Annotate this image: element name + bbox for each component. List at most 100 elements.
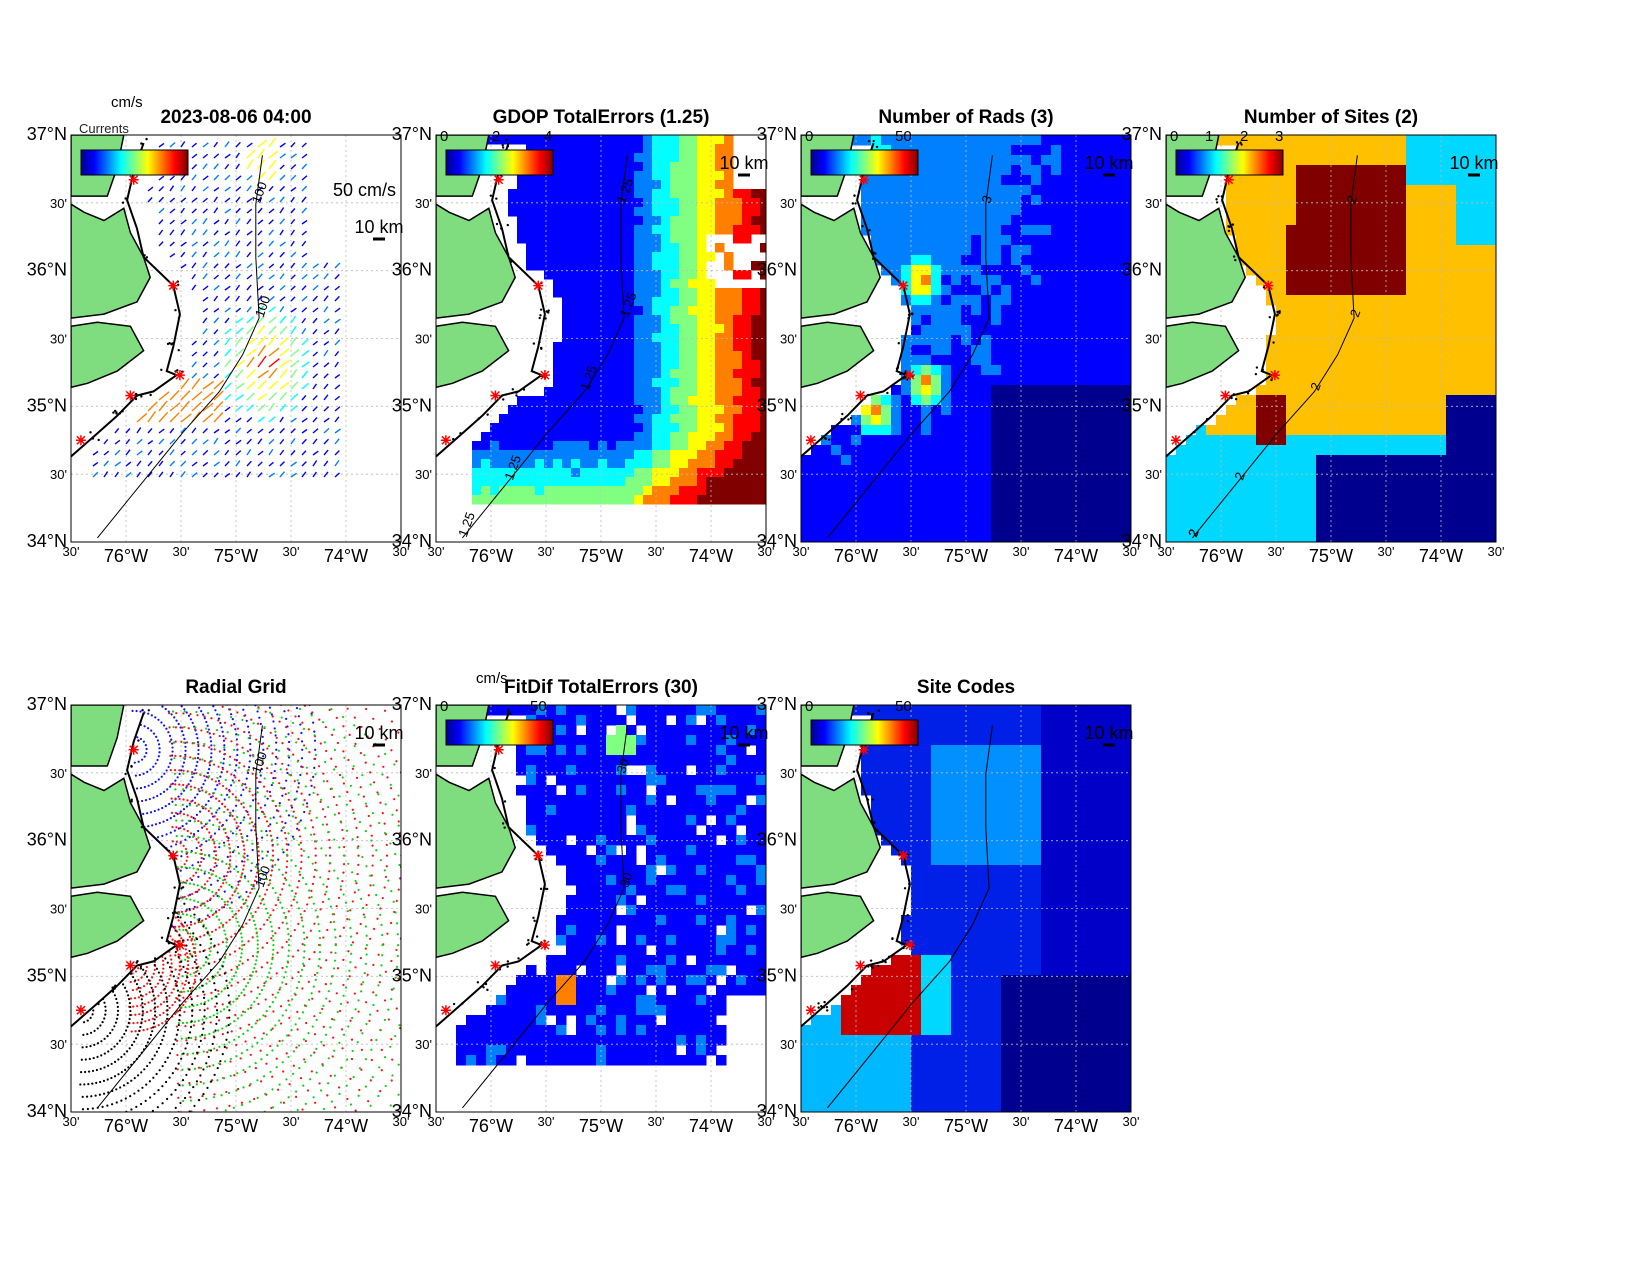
data-cell: [1406, 475, 1417, 486]
data-cell: [1426, 155, 1437, 166]
data-cell: [1081, 435, 1092, 446]
data-cell: [562, 405, 572, 415]
radial-grid-point: [220, 726, 223, 729]
data-cell: [1486, 295, 1496, 306]
axes-frame: [435, 134, 767, 543]
data-cell: [1316, 335, 1327, 346]
radial-grid-point: [182, 844, 185, 847]
data-cell: [661, 459, 671, 469]
radial-grid-point: [167, 624, 169, 626]
radial-grid-point: [196, 760, 199, 764]
data-cell: [1196, 525, 1207, 536]
data-cell: [1266, 225, 1277, 236]
data-cell: [1486, 455, 1496, 466]
data-cell: [499, 450, 509, 460]
data-cell: [1336, 505, 1347, 516]
data-cell: [679, 414, 689, 424]
data-cell: [911, 485, 922, 496]
radial-grid-point: [186, 589, 188, 591]
data-cell: [1256, 425, 1267, 436]
data-cell: [1001, 435, 1012, 446]
data-cell: [971, 145, 982, 156]
data-cell: [553, 207, 563, 217]
data-cell: [1011, 245, 1022, 256]
data-cell: [971, 325, 982, 336]
data-cell: [1051, 335, 1062, 346]
data-cell: [760, 495, 766, 505]
data-cell: [562, 144, 572, 154]
island-dot: [139, 967, 143, 970]
radial-grid-point: [134, 658, 136, 660]
current-vector: [334, 361, 339, 368]
data-cell: [1286, 535, 1297, 542]
data-cell: [589, 459, 599, 469]
data-cell: [951, 175, 962, 186]
data-cell: [1396, 465, 1407, 476]
current-vector: [323, 341, 330, 346]
data-cell: [1091, 435, 1102, 446]
data-cell: [1336, 295, 1347, 306]
data-cell: [607, 450, 617, 460]
data-cell: [1426, 165, 1437, 176]
data-cell: [1376, 215, 1387, 226]
data-cell: [1256, 135, 1267, 146]
data-cell: [1376, 205, 1387, 216]
data-cell: [679, 180, 689, 190]
current-vector: [246, 356, 255, 368]
island-dot: [121, 201, 125, 204]
radial-grid-point: [198, 706, 201, 709]
current-vector: [301, 461, 307, 467]
data-cell: [1296, 495, 1307, 506]
radial-grid-point: [273, 769, 276, 773]
data-cell: [1296, 195, 1307, 206]
data-cell: [724, 288, 734, 298]
current-vector: [103, 438, 109, 445]
data-cell: [598, 423, 608, 433]
data-cell: [1031, 495, 1042, 506]
data-cell: [1396, 515, 1407, 526]
data-cell: [951, 395, 962, 406]
current-vector: [202, 340, 208, 346]
data-cell: [941, 235, 952, 246]
data-cell: [871, 215, 882, 226]
data-cell: [724, 405, 734, 415]
radial-grid-point: [175, 654, 177, 656]
data-cell: [931, 515, 942, 526]
radial-grid-point: [190, 878, 194, 882]
data-cell: [1246, 465, 1257, 476]
lat-tick-label: 37°N: [392, 124, 432, 144]
radial-grid-point: [167, 597, 169, 599]
data-cell: [1406, 375, 1417, 386]
data-cell: [1051, 225, 1062, 236]
radial-grid-point: [220, 771, 223, 774]
data-cell: [706, 180, 716, 190]
radial-grid-point: [189, 779, 192, 782]
data-cell: [1266, 195, 1277, 206]
data-cell: [981, 275, 992, 286]
data-cell: [871, 475, 882, 486]
data-cell: [1041, 435, 1052, 446]
data-cell: [1021, 185, 1032, 196]
data-cell: [1296, 505, 1307, 516]
radial-grid-point: [214, 665, 216, 667]
radial-grid-point: [203, 872, 206, 875]
data-cell: [643, 414, 653, 424]
data-cell: [1456, 295, 1467, 306]
radial-grid-point: [165, 693, 167, 695]
data-cell: [891, 245, 902, 256]
data-cell: [921, 345, 932, 356]
data-cell: [1376, 305, 1387, 316]
data-cell: [760, 396, 766, 406]
land-polygon: [71, 891, 145, 959]
data-cell: [580, 306, 590, 316]
radial-grid-point: [152, 796, 155, 799]
lon-tick-label: 75°W: [579, 546, 623, 566]
data-cell: [1356, 335, 1367, 346]
data-cell: [742, 450, 752, 460]
data-cell: [1296, 175, 1307, 186]
data-cell: [1316, 425, 1327, 436]
scale-bar-label: 10 km: [354, 217, 403, 237]
current-vector: [125, 428, 131, 434]
data-cell: [1416, 235, 1427, 246]
panel-title: 2023-08-06 04:00: [160, 107, 311, 128]
